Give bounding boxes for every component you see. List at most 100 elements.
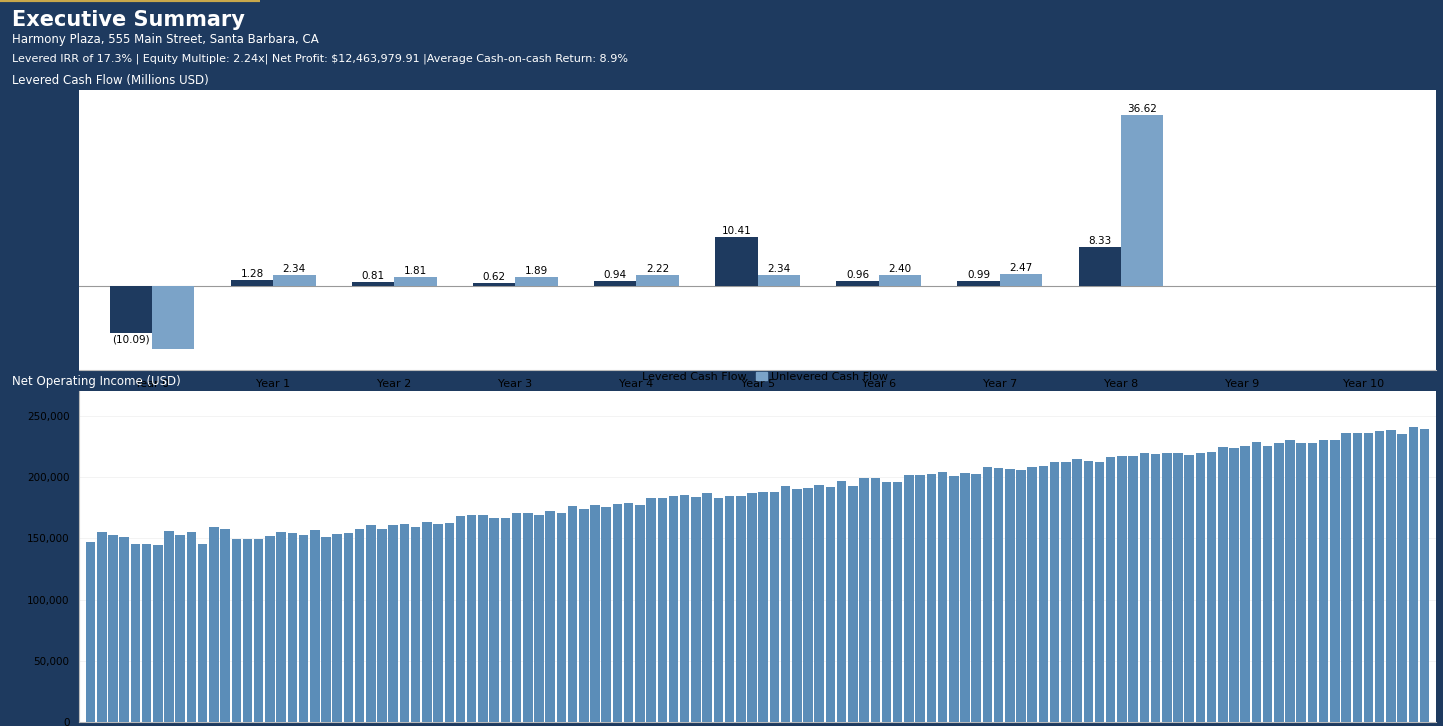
Bar — [1408, 428, 1418, 722]
Bar — [489, 518, 499, 722]
Bar — [938, 472, 947, 722]
Text: 36.62: 36.62 — [1127, 104, 1157, 114]
Bar — [97, 531, 107, 722]
Bar — [1117, 455, 1127, 722]
Bar — [1296, 443, 1306, 722]
Text: 0.96: 0.96 — [846, 270, 869, 280]
Bar — [602, 507, 610, 722]
Text: 1.28: 1.28 — [241, 269, 264, 279]
Bar — [1004, 469, 1014, 722]
Bar — [120, 537, 128, 722]
Bar — [804, 489, 812, 722]
Bar — [905, 475, 913, 722]
Bar — [1342, 433, 1351, 722]
Bar — [332, 534, 342, 722]
Text: 0.81: 0.81 — [362, 271, 385, 281]
Bar — [1274, 444, 1284, 722]
Bar — [1072, 459, 1082, 722]
Bar — [1173, 453, 1183, 722]
Bar — [534, 515, 544, 722]
Bar — [1185, 454, 1193, 722]
Bar — [569, 506, 577, 722]
Bar — [468, 515, 476, 722]
Bar — [1241, 446, 1250, 722]
Bar — [1000, 274, 1042, 286]
Bar — [557, 513, 566, 722]
Text: 2.34: 2.34 — [283, 264, 306, 274]
Bar — [152, 286, 195, 348]
Bar — [1286, 440, 1294, 722]
Text: 0.94: 0.94 — [603, 270, 626, 280]
Bar — [209, 527, 219, 722]
Bar — [716, 237, 758, 286]
Text: Net Operating Income (USD): Net Operating Income (USD) — [12, 375, 180, 388]
Bar — [473, 283, 515, 286]
Bar — [769, 492, 779, 722]
Bar — [1105, 457, 1115, 722]
Bar — [1162, 453, 1172, 722]
Bar — [1263, 446, 1273, 722]
Bar — [153, 544, 163, 722]
Bar — [108, 535, 118, 722]
Bar — [141, 544, 152, 722]
Bar — [882, 481, 892, 722]
Bar — [747, 493, 756, 722]
Bar — [501, 518, 511, 722]
Bar — [595, 281, 636, 286]
Bar — [758, 274, 799, 286]
Bar — [1364, 433, 1374, 722]
Bar — [1206, 452, 1216, 722]
Bar — [1128, 456, 1139, 722]
Text: 2.40: 2.40 — [889, 264, 912, 274]
Text: 0.99: 0.99 — [967, 270, 990, 280]
Bar — [110, 286, 152, 333]
Bar — [848, 486, 857, 722]
Text: (10.09): (10.09) — [113, 334, 150, 344]
Bar — [613, 505, 622, 722]
Bar — [254, 539, 264, 722]
Bar — [367, 526, 375, 722]
Bar — [377, 529, 387, 722]
Bar — [983, 468, 993, 722]
Bar — [837, 281, 879, 286]
Bar — [590, 505, 600, 722]
Bar — [724, 497, 734, 722]
Bar — [1078, 247, 1121, 286]
Bar — [1218, 447, 1228, 722]
Text: Executive Summary: Executive Summary — [12, 10, 244, 30]
Bar — [915, 475, 925, 722]
Bar — [1251, 442, 1261, 722]
Bar — [242, 539, 253, 722]
Bar — [310, 529, 319, 722]
Bar — [1196, 453, 1205, 722]
Bar — [1140, 453, 1149, 722]
Text: Levered IRR of 17.3% | Equity Multiple: 2.24x| Net Profit: $12,463,979.91 |Avera: Levered IRR of 17.3% | Equity Multiple: … — [12, 53, 628, 64]
Bar — [949, 476, 958, 722]
Bar — [456, 516, 465, 722]
Text: 10.41: 10.41 — [722, 227, 752, 236]
Bar — [1387, 430, 1395, 722]
Legend: Levered Cash Flow, Unlevered Cash Flow: Levered Cash Flow, Unlevered Cash Flow — [622, 367, 893, 386]
Bar — [960, 473, 970, 722]
Bar — [736, 497, 746, 722]
Bar — [231, 280, 273, 286]
Bar — [478, 515, 488, 722]
Bar — [400, 523, 410, 722]
Bar — [176, 534, 185, 722]
Text: 2.22: 2.22 — [646, 264, 670, 274]
Text: 0.62: 0.62 — [482, 272, 505, 282]
Bar — [512, 513, 521, 722]
Bar — [893, 482, 902, 722]
Bar — [623, 503, 633, 722]
Bar — [680, 495, 690, 722]
Bar — [668, 496, 678, 722]
Bar — [1121, 115, 1163, 286]
Bar — [287, 534, 297, 722]
Bar — [635, 505, 645, 722]
Bar — [579, 510, 589, 722]
Bar — [646, 498, 657, 722]
Bar — [444, 523, 455, 722]
Bar — [1051, 462, 1059, 722]
Bar — [545, 511, 556, 722]
Bar — [198, 544, 208, 722]
